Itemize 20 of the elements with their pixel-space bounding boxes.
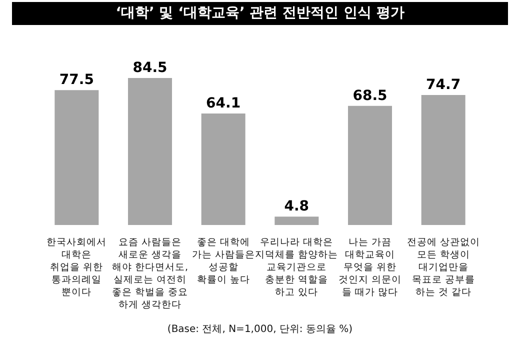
x-tick-label: 요즘 사람들은 새로운 생각을 해야 한다면서도, 실제로는 여전히 좋은 학벌을 중요 하게 생각한다 (112, 237, 188, 310)
data-label: 74.7 (426, 77, 461, 94)
bar (421, 95, 466, 225)
bar (348, 106, 392, 225)
bar (128, 78, 172, 225)
bar (274, 216, 319, 225)
data-label: 4.8 (284, 198, 310, 215)
text: (Base: 전체, N=1,000, 단위: 동의율 %) (166, 323, 354, 336)
bar (201, 113, 246, 225)
chart-title: ‘대학’ 및 ‘대학교육’ 관련 전반적인 인식 평가 (12, 2, 508, 25)
x-tick-label: 우리나라 대학은 지덕체를 함양하는 교육기관으로 충분한 역할을 하고 있다 (255, 237, 338, 298)
x-tick-label: 전공에 상관없이 모든 학생이 대기업만을 목표로 공부를 하는 것 같다 (406, 237, 480, 298)
bar (54, 90, 99, 225)
x-tick-label: 나는 가끔 대학교육이 무엇을 위한 것인지 의문이 들 때가 많다 (338, 237, 402, 298)
x-tick-label: 좋은 대학에 가는 사람들은 성공할 확률이 높다 (192, 237, 255, 286)
data-label: 77.5 (59, 72, 94, 88)
data-label: 64.1 (206, 95, 241, 112)
x-tick-label: 한국사회에서 대학은 취업을 위한 통과의례일 뿐이다 (46, 237, 107, 298)
data-label: 68.5 (352, 88, 388, 104)
data-label: 84.5 (132, 60, 168, 76)
